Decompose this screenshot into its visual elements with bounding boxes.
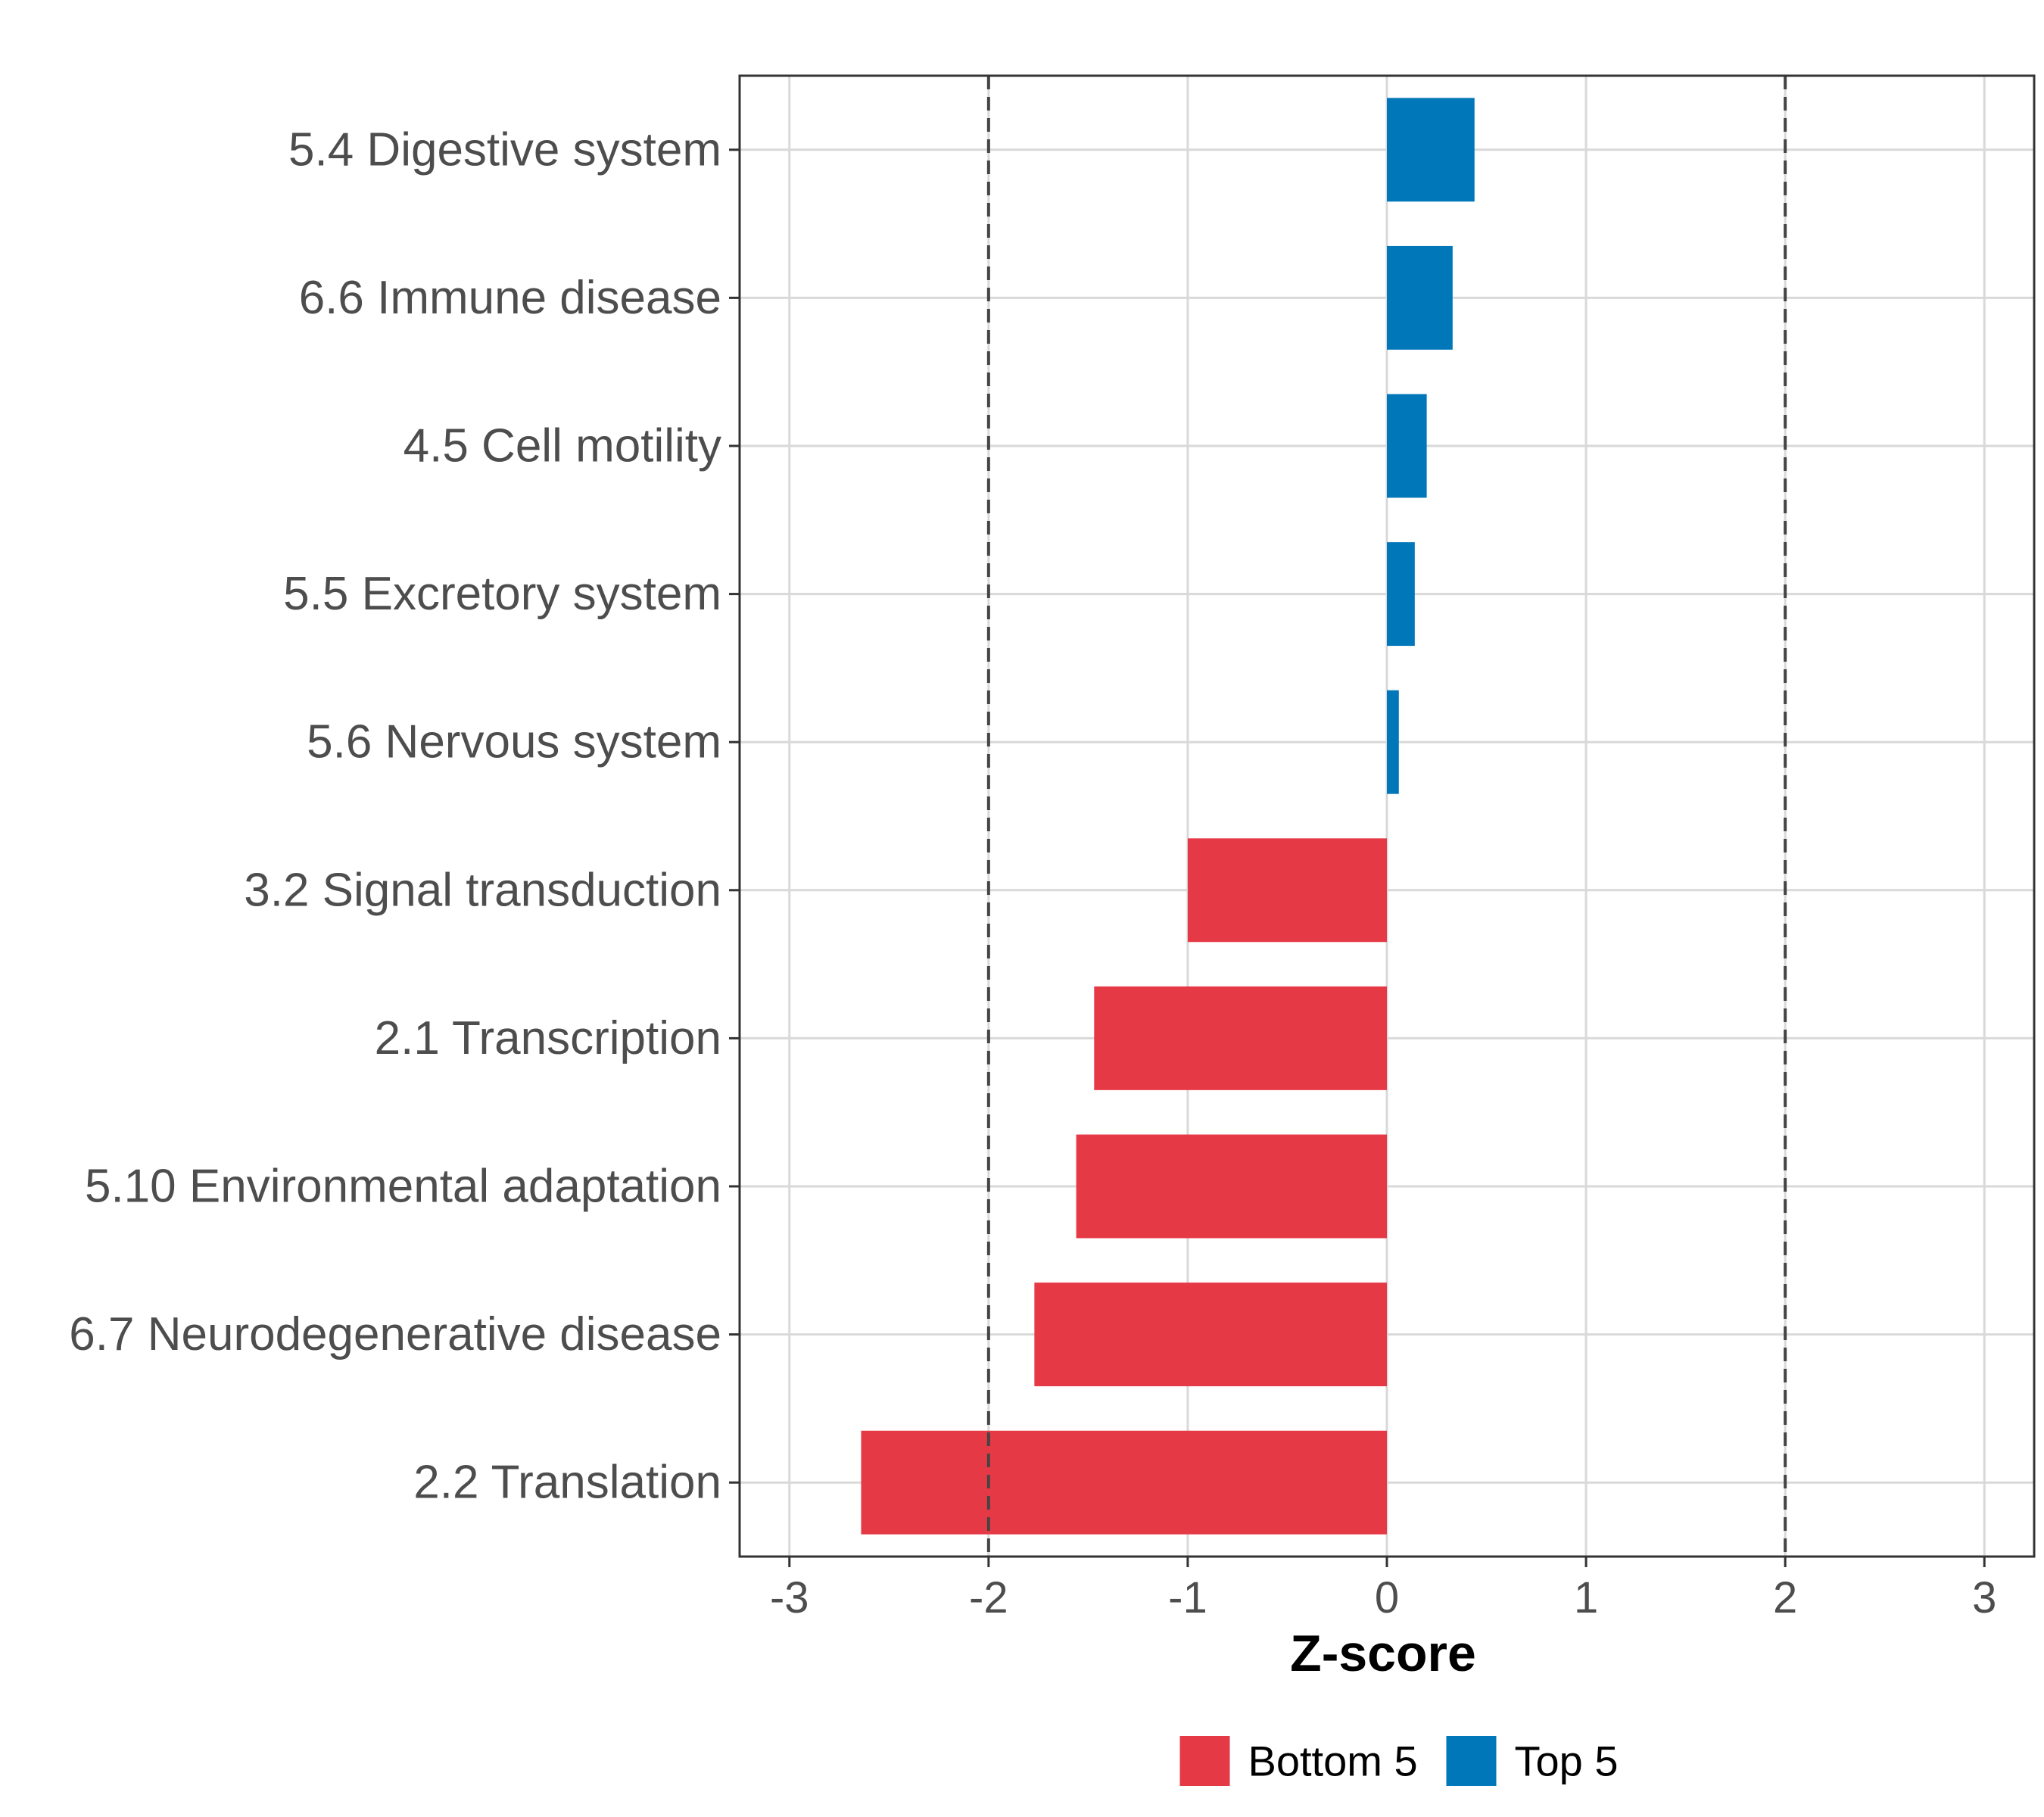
category-label: 6.7 Neurodegenerative disease [69, 1308, 721, 1360]
bar [1076, 1134, 1387, 1239]
x-axis-title: Z-score [1290, 1625, 1476, 1682]
legend-swatch [1446, 1736, 1497, 1786]
category-label: 5.6 Nervous system [307, 716, 721, 768]
bar [1094, 986, 1387, 1090]
y-axis: 5.4 Digestive system 6.6 Immune disease 4.… [69, 123, 740, 1509]
bar [1387, 542, 1415, 647]
legend-swatch [1179, 1736, 1230, 1786]
x-tick-label: 1 [1574, 1573, 1598, 1622]
legend-label: Top 5 [1515, 1738, 1619, 1785]
category-label: 5.4 Digestive system [288, 123, 721, 176]
bar [1034, 1282, 1387, 1387]
category-label: 2.1 Transcription [375, 1012, 721, 1064]
category-label: 6.6 Immune disease [299, 272, 721, 324]
x-tick-label: 3 [1972, 1573, 1996, 1622]
reference-lines [986, 76, 1787, 1557]
legend: Bottom 5 Top 5 [1179, 1736, 1619, 1786]
bar [1387, 245, 1453, 350]
x-tick-label: 2 [1773, 1573, 1797, 1622]
category-label: 5.5 Excretory system [283, 568, 721, 620]
x-tick-label: -1 [1168, 1573, 1207, 1622]
x-tick-label: -3 [770, 1573, 809, 1622]
category-label: 3.2 Signal transduction [244, 864, 721, 916]
bar [1187, 838, 1387, 943]
bar [1387, 98, 1475, 202]
x-axis: -3 -2 -1 0 1 2 3 [770, 1557, 1996, 1622]
category-label: 2.2 Translation [413, 1457, 721, 1509]
x-tick-label: 0 [1375, 1573, 1399, 1622]
bar [1387, 394, 1427, 498]
legend-label: Bottom 5 [1248, 1738, 1418, 1785]
bars [861, 98, 1475, 1535]
x-tick-label: -2 [969, 1573, 1008, 1622]
bar [861, 1430, 1387, 1535]
category-label: 5.10 Environmental adaptation [85, 1161, 721, 1213]
category-label: 4.5 Cell motility [404, 420, 721, 472]
bar [1387, 690, 1399, 794]
